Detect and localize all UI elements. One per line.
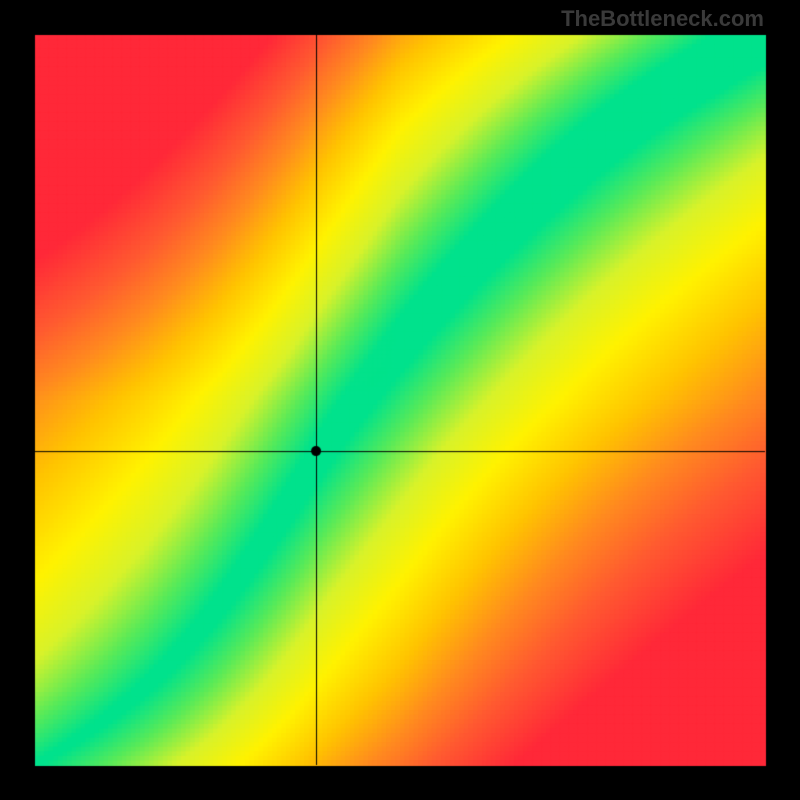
watermark-text: TheBottleneck.com <box>561 6 764 32</box>
chart-container: TheBottleneck.com <box>0 0 800 800</box>
heatmap-plot <box>0 0 800 800</box>
